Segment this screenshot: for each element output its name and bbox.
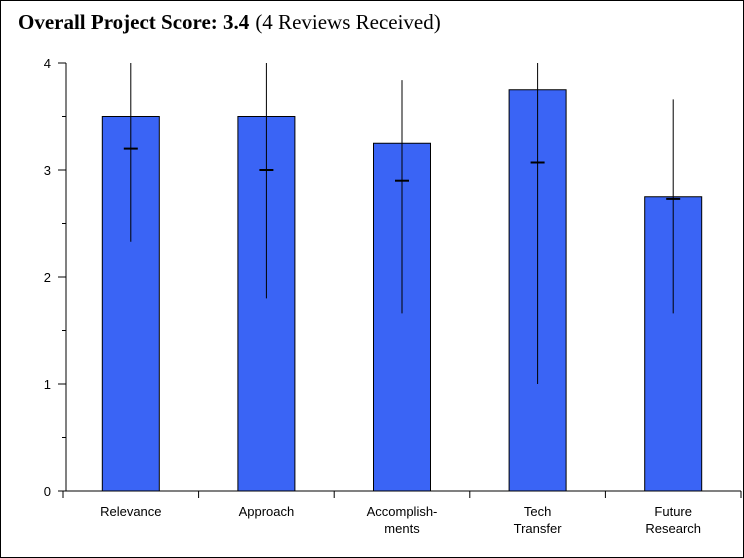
x-tick-label: Tech Transfer [514,504,563,536]
chart-subtitle: (4 Reviews Received) [255,10,440,34]
y-tick-label: 4 [44,56,51,71]
y-tick-label: 1 [44,377,51,392]
y-tick-label: 2 [44,270,51,285]
x-tick-label-line: Research [645,521,701,536]
x-tick-label-line: ments [384,521,420,536]
x-tick-label-line: Transfer [514,521,563,536]
x-tick-label-line: Relevance [100,504,161,519]
x-tick-label: Future Research [645,504,701,536]
x-tick-label: Approach [239,504,295,519]
x-tick-label-line: Approach [239,504,295,519]
chart-heading: Overall Project Score: 3.4 (4 Reviews Rec… [18,10,441,34]
chart-title: Overall Project Score: 3.4 [18,10,250,34]
y-tick-label: 0 [44,484,51,499]
x-tick-label: Relevance [100,504,161,519]
x-tick-label-line: Future [654,504,692,519]
x-tick-label: Accomplish-ments [367,504,438,536]
x-tick-label-line: Accomplish- [367,504,438,519]
y-tick-label: 3 [44,163,51,178]
x-tick-label-line: Tech [524,504,551,519]
